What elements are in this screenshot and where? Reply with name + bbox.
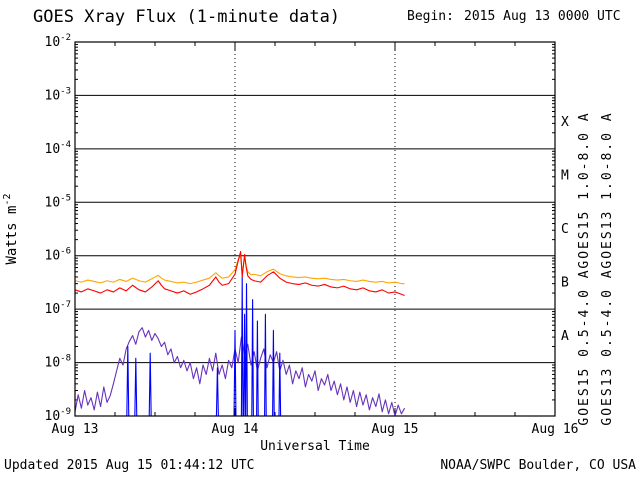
y-tick-label-1e-5: 10-5	[45, 193, 72, 210]
legend-goes13-0-5-4-0-a: GOES13 0.5-4.0 A	[600, 268, 615, 425]
updated-text: Updated 2015 Aug 15 01:44:12 UTC	[4, 458, 254, 473]
x-tick-label-aug-16: Aug 16	[532, 422, 579, 437]
flare-class-b: B	[561, 275, 569, 290]
x-axis-tick-labels: Aug 13 Aug 14 Aug 15 Aug 16	[52, 422, 579, 437]
x-tick-label-aug-15: Aug 15	[372, 422, 419, 437]
y-axis-tick-labels: 10-210-310-410-510-610-710-810-9	[45, 33, 72, 424]
series-goes13-0-5-4-0-a	[74, 327, 406, 417]
y-axis-title: Watts m-2	[2, 193, 20, 264]
x-tick-label-aug-14: Aug 14	[212, 422, 259, 437]
series-lines	[74, 250, 406, 417]
series-goes15-1-0-8-0-a	[74, 250, 405, 297]
plot-border	[74, 41, 556, 417]
satellite-channel-labels: GOES15 1.0-8.0 A GOES13 1.0-8.0 A GOES15 0…	[577, 111, 615, 425]
legend-goes15-0-5-4-0-a: GOES15 0.5-4.0 A	[577, 268, 592, 425]
legend-goes13-1-0-8-0-a: GOES13 1.0-8.0 A	[600, 111, 615, 268]
begin-value: 2015 Aug 13 0000 UTC	[464, 9, 621, 24]
series-goes13-1-0-8-0-a	[74, 255, 405, 285]
gridlines	[75, 42, 555, 416]
y-tick-label-1e-2: 10-2	[45, 33, 72, 50]
flare-class-c: C	[561, 222, 569, 237]
y-tick-label-1e-4: 10-4	[45, 140, 72, 157]
y-tick-label-1e-3: 10-3	[45, 86, 72, 103]
credit-text: NOAA/SWPC Boulder, CO USA	[440, 458, 636, 473]
x-tick-label-aug-13: Aug 13	[52, 422, 99, 437]
axis-ticks	[74, 42, 556, 416]
y-axis-title-text: Watts m-2	[2, 193, 20, 264]
chart-title: GOES Xray Flux (1-minute data)	[33, 7, 340, 27]
begin-label: Begin:	[407, 9, 454, 24]
flare-class-a: A	[561, 329, 569, 344]
x-axis-title: Universal Time	[260, 439, 370, 454]
flare-class-m: M	[561, 169, 569, 184]
y-tick-label-1e-6: 10-6	[45, 247, 72, 264]
legend-goes15-1-0-8-0-a: GOES15 1.0-8.0 A	[577, 111, 592, 268]
flare-class-labels: X M C B A	[561, 115, 569, 344]
y-tick-label-1e-8: 10-8	[45, 354, 72, 371]
y-tick-label-1e-7: 10-7	[45, 300, 72, 317]
flare-class-x: X	[561, 115, 569, 130]
